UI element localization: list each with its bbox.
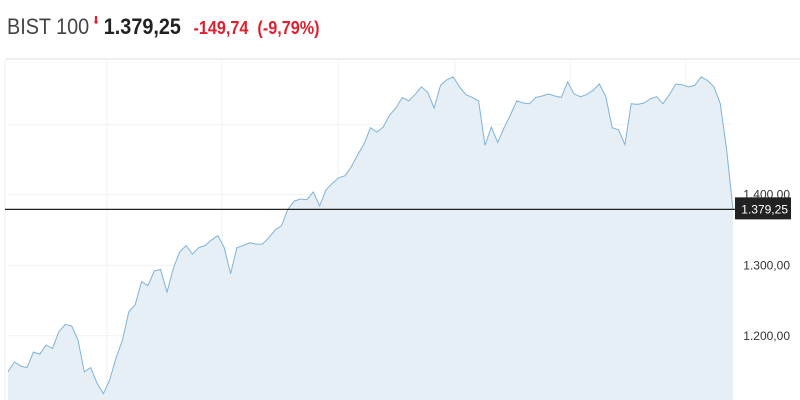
down-arrow-icon: ⬇ <box>91 15 101 27</box>
y-tick-label: 1.300,00 <box>743 258 790 272</box>
price-area <box>8 76 733 400</box>
y-tick-label: 1.200,00 <box>743 329 790 343</box>
current-price-badge <box>735 197 791 220</box>
price-change: -149,74 <box>193 18 249 38</box>
index-price: 1.379,25 <box>103 14 181 39</box>
current-price-label: 1.379,25 <box>741 202 788 216</box>
quote-header: BIST 100 ⬇ 1.379,25 -149,74 (-9,79%) <box>7 14 329 44</box>
header-divider <box>5 58 800 60</box>
percent-change: (-9,79%) <box>257 18 320 38</box>
index-name: BIST 100 <box>7 14 90 39</box>
price-line <box>7 76 734 395</box>
